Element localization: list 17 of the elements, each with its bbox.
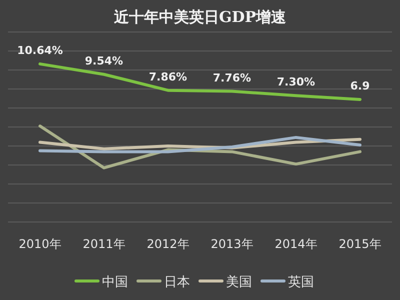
- data-label: 10.64%: [17, 44, 63, 57]
- data-label: 7.30%: [276, 76, 316, 89]
- data-label: 6.9: [350, 79, 370, 92]
- x-tick-label: 2011年: [82, 237, 126, 251]
- data-label: 9.54%: [84, 54, 124, 68]
- data-label: 7.86%: [148, 70, 188, 84]
- x-tick-label: 2012年: [146, 237, 190, 251]
- legend-label: 美国: [226, 274, 252, 290]
- legend-label: 日本: [164, 275, 190, 290]
- legend-label: 中国: [102, 275, 128, 290]
- x-tick-label: 2010年: [18, 237, 62, 251]
- data-label: 7.76%: [212, 71, 252, 84]
- x-tick-label: 2013年: [210, 237, 254, 251]
- chart-title: 近十年中美英日GDP增速: [112, 8, 288, 26]
- legend-label: 英国: [288, 275, 314, 290]
- x-tick-label: 2015年: [338, 237, 382, 251]
- x-tick-label: 2014年: [274, 237, 318, 251]
